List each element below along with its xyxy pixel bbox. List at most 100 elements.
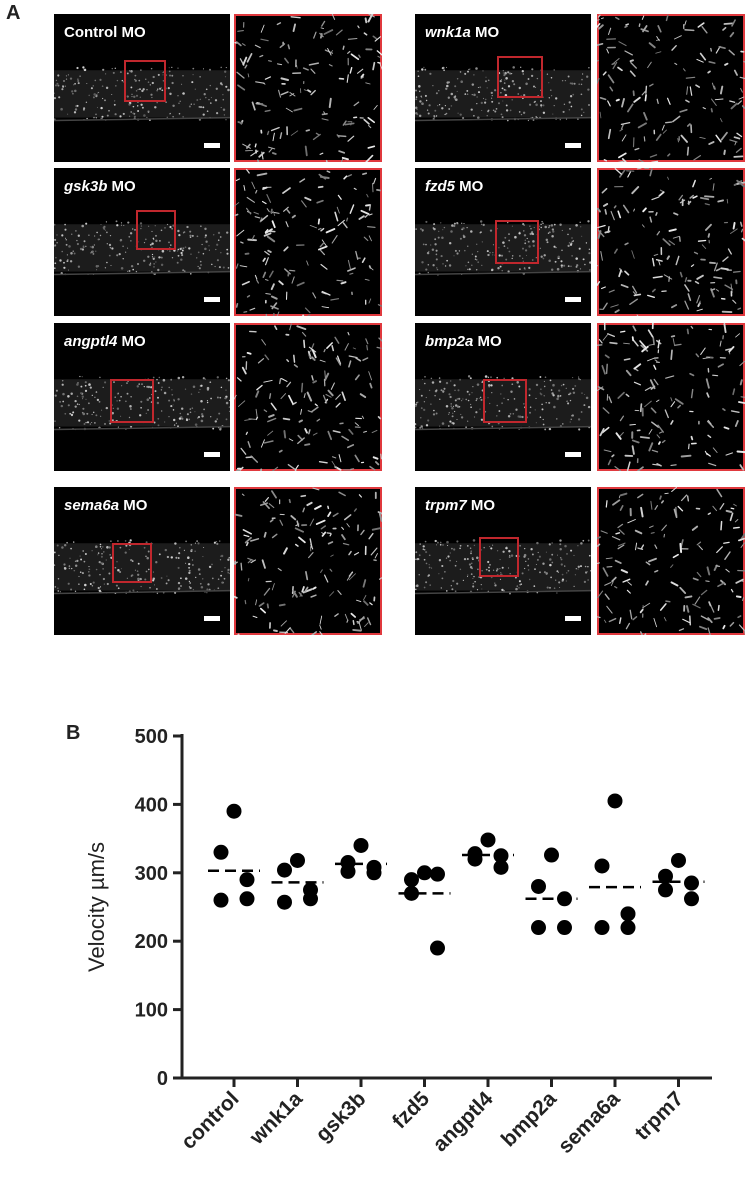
data-point-control — [239, 891, 255, 907]
data-point-angptl4 — [480, 832, 496, 848]
roi-box — [483, 379, 527, 423]
data-point-trpm7 — [684, 875, 699, 891]
data-point-sema6a — [620, 906, 636, 922]
morpholino-label: trpm7 MO — [425, 497, 495, 514]
scale-bar — [204, 452, 220, 457]
velocity-scatter-chart: 0 100 200 300 400 500 Velocity µm/s control wnk1… — [84, 726, 712, 1158]
mo-suffix: MO — [470, 24, 500, 41]
data-point-angptl4 — [493, 859, 509, 875]
roi-box — [479, 537, 519, 577]
mo-suffix: MO — [119, 497, 148, 514]
zoom-inset-angptl4 — [234, 323, 382, 471]
zoom-inset-wnk1a — [597, 14, 745, 162]
data-point-sema6a — [620, 920, 636, 936]
gene-name: angptl4 — [64, 333, 118, 350]
micrograph-gsk3b: gsk3b MO — [54, 168, 230, 316]
data-point-wnk1a — [290, 852, 305, 868]
data-point-bmp2a — [531, 920, 546, 936]
data-point-control — [213, 892, 229, 908]
zoom-inset-sema6a — [234, 487, 382, 635]
scale-bar — [565, 452, 581, 457]
mo-suffix: MO — [466, 497, 496, 514]
gene-name: gsk3b — [64, 178, 108, 195]
data-point-bmp2a — [557, 920, 572, 936]
y-tick-label: 0 — [157, 1068, 168, 1090]
y-tick-label: 400 — [135, 794, 168, 816]
scale-bar — [565, 143, 581, 148]
data-point-sema6a — [607, 793, 623, 809]
scale-bar — [565, 297, 581, 302]
scale-bar — [565, 616, 581, 621]
data-point-trpm7 — [658, 882, 673, 898]
data-point-fzd5 — [430, 866, 445, 882]
morpholino-label: sema6a MO — [64, 497, 147, 514]
mo-suffix: Control MO — [64, 24, 146, 41]
gene-name: fzd5 — [425, 178, 455, 195]
mo-suffix: MO — [107, 178, 136, 195]
data-point-wnk1a — [303, 891, 318, 907]
data-point-bmp2a — [531, 878, 546, 894]
roi-box — [497, 56, 543, 98]
data-point-gsk3b — [366, 865, 382, 881]
scale-bar — [204, 297, 220, 302]
y-tick-label: 200 — [135, 931, 168, 953]
roi-box — [136, 210, 176, 250]
zoom-inset-bmp2a — [597, 323, 745, 471]
data-point-control — [213, 844, 229, 860]
data-point-sema6a — [594, 858, 610, 874]
data-point-gsk3b — [353, 837, 369, 853]
x-tick-label-bmp2a: bmp2a — [497, 1087, 561, 1151]
scale-bar — [204, 616, 220, 621]
scale-bar — [204, 143, 220, 148]
data-point-gsk3b — [340, 863, 356, 879]
zoom-inset-trpm7 — [597, 487, 745, 635]
y-tick-label: 300 — [135, 863, 168, 885]
data-point-trpm7 — [684, 891, 699, 907]
data-point-control — [239, 872, 255, 888]
y-tick-label: 100 — [135, 1000, 168, 1022]
gene-name: wnk1a — [425, 24, 471, 41]
data-point-fzd5 — [404, 872, 419, 888]
mo-suffix: MO — [117, 333, 146, 350]
morpholino-label: fzd5 MO — [425, 178, 483, 195]
mo-suffix: MO — [473, 333, 502, 350]
zoom-inset-fzd5 — [597, 168, 745, 316]
roi-box — [124, 60, 166, 102]
roi-box — [495, 220, 539, 264]
data-point-control — [226, 803, 242, 819]
x-tick-label-gsk3b: gsk3b — [311, 1087, 370, 1146]
x-tick-label-fzd5: fzd5 — [388, 1087, 434, 1133]
mo-suffix: MO — [455, 178, 484, 195]
data-point-sema6a — [594, 920, 610, 936]
gene-name: trpm7 — [425, 497, 467, 514]
gene-name: bmp2a — [425, 333, 474, 350]
gene-name: sema6a — [64, 497, 120, 514]
data-point-trpm7 — [658, 868, 673, 884]
data-point-bmp2a — [544, 847, 559, 863]
x-tick-label-angptl4: angptl4 — [428, 1087, 497, 1156]
x-tick-label-wnk1a: wnk1a — [245, 1087, 308, 1150]
data-point-wnk1a — [277, 862, 292, 878]
micrograph-angptl4: angptl4 MO — [54, 323, 230, 471]
micrograph-trpm7: trpm7 MO — [415, 487, 591, 635]
panel-a-letter: A — [6, 2, 21, 24]
morpholino-label: wnk1a MO — [425, 24, 499, 41]
data-point-fzd5 — [430, 940, 445, 956]
y-tick-label: 500 — [135, 726, 168, 748]
micrograph-sema6a: sema6a MO — [54, 487, 230, 635]
data-point-fzd5 — [417, 865, 432, 881]
panel-b-letter: B — [66, 722, 81, 744]
y-axis-label: Velocity µm/s — [84, 842, 109, 972]
morpholino-label: Control MO — [64, 24, 146, 41]
x-tick-label-sema6a: sema6a — [554, 1087, 625, 1158]
x-tick-label-trpm7: trpm7 — [631, 1087, 689, 1145]
micrograph-wnk1a: wnk1a MO — [415, 14, 591, 162]
data-point-fzd5 — [404, 885, 419, 901]
micrograph-control: Control MO — [54, 14, 230, 162]
zoom-inset-gsk3b — [234, 168, 382, 316]
data-point-trpm7 — [671, 852, 686, 868]
roi-box — [110, 379, 154, 423]
roi-box — [112, 543, 152, 583]
morpholino-label: angptl4 MO — [64, 333, 146, 350]
micrograph-fzd5: fzd5 MO — [415, 168, 591, 316]
